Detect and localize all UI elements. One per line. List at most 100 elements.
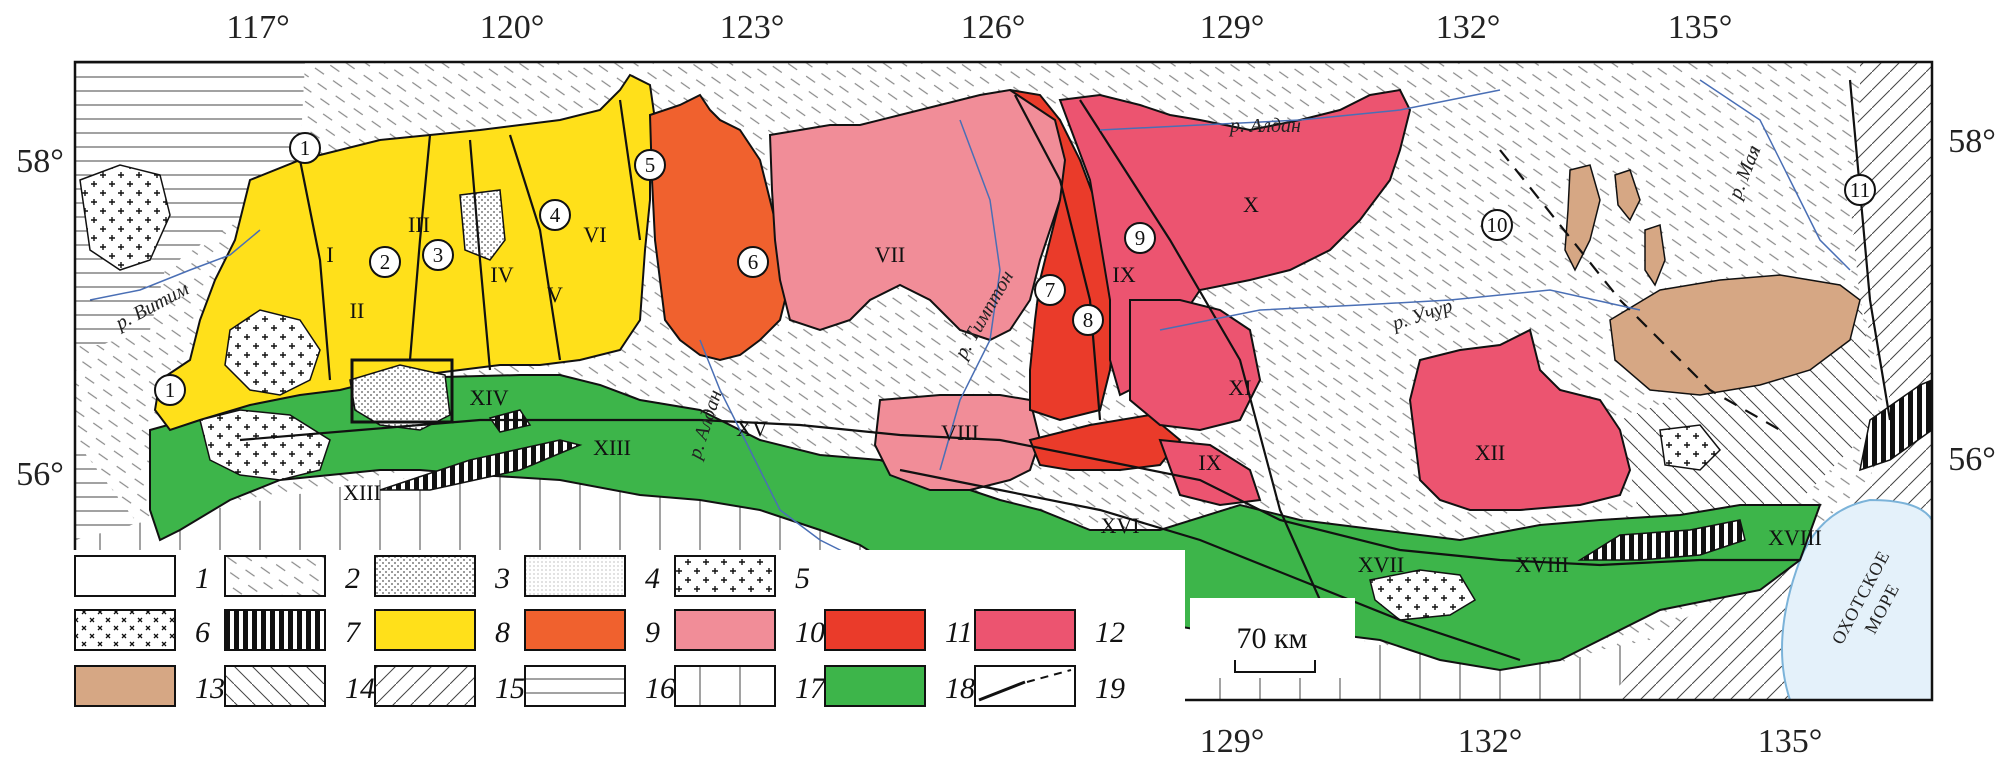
lat-tick-left: 56° bbox=[16, 456, 64, 493]
svg-text:1: 1 bbox=[300, 136, 311, 160]
lon-tick-top: 126° bbox=[961, 9, 1026, 46]
svg-text:3: 3 bbox=[494, 562, 510, 595]
legend-item: 18 bbox=[824, 665, 975, 707]
terrane-label: VI bbox=[583, 222, 606, 247]
svg-text:16: 16 bbox=[645, 672, 675, 705]
legend-item: 14 bbox=[224, 665, 375, 707]
legend-item: 8 bbox=[374, 609, 510, 651]
lat-tick-right: 56° bbox=[1948, 441, 1996, 478]
terrane-label: XIII bbox=[343, 480, 381, 505]
lon-tick-top: 123° bbox=[720, 9, 785, 46]
svg-text:5: 5 bbox=[645, 153, 656, 177]
svg-text:2: 2 bbox=[380, 250, 391, 274]
terrane-label: III bbox=[408, 212, 430, 237]
terrane-label: XVII bbox=[1358, 552, 1404, 577]
svg-text:14: 14 bbox=[345, 672, 375, 705]
svg-text:13: 13 bbox=[195, 672, 225, 705]
terrane-label: XVIII bbox=[1515, 552, 1569, 577]
lon-ticks-top: 117° 120° 123° 126° 129° 132° 135° bbox=[226, 9, 1732, 46]
lon-tick-top: 117° bbox=[226, 9, 289, 46]
scale-bar: 70 км bbox=[1190, 598, 1355, 678]
legend-item: 5 bbox=[674, 555, 810, 597]
svg-text:3: 3 bbox=[433, 243, 444, 267]
terrane-label: XII bbox=[1475, 440, 1506, 465]
scale-label: 70 км bbox=[1236, 622, 1307, 655]
circled-label: 1 bbox=[154, 374, 186, 406]
circled-label: 4 bbox=[539, 199, 571, 231]
svg-text:17: 17 bbox=[795, 672, 827, 705]
svg-text:7: 7 bbox=[345, 616, 362, 649]
terrane-label: II bbox=[350, 298, 365, 323]
svg-text:6: 6 bbox=[748, 250, 759, 274]
lat-ticks: 58° 56° 58° 56° bbox=[16, 123, 1996, 493]
lon-tick-bottom: 129° bbox=[1200, 723, 1265, 760]
terrane-label: XV bbox=[736, 416, 768, 441]
svg-text:1: 1 bbox=[195, 562, 210, 595]
legend-item: 10 bbox=[674, 609, 825, 651]
lon-tick-top: 135° bbox=[1668, 9, 1733, 46]
river-label: р. Алдан bbox=[1228, 115, 1301, 137]
inset-box bbox=[350, 358, 454, 424]
legend-item: 1 bbox=[74, 555, 210, 597]
svg-text:1: 1 bbox=[165, 378, 176, 402]
terrane-labels: I II III IV V VI VII VIII IX IX X XI XII… bbox=[326, 192, 1822, 577]
legend-item: 19 bbox=[974, 665, 1125, 707]
svg-text:8: 8 bbox=[1083, 308, 1094, 332]
circled-label: 5 bbox=[634, 149, 666, 181]
legend-item: 17 bbox=[674, 665, 827, 707]
svg-text:4: 4 bbox=[645, 562, 660, 595]
fault-lines bbox=[239, 79, 1892, 662]
legend-item: 7 bbox=[224, 609, 362, 651]
terrane-label: XVI bbox=[1100, 513, 1139, 538]
legend-item: 15 bbox=[374, 665, 525, 707]
rivers bbox=[89, 79, 1851, 561]
svg-text:6: 6 bbox=[195, 616, 210, 649]
legend-item: 12 bbox=[974, 609, 1125, 651]
terrane-label: XIII bbox=[593, 435, 631, 460]
lon-tick-bottom: 135° bbox=[1758, 723, 1823, 760]
lon-tick-bottom: 132° bbox=[1458, 723, 1523, 760]
terrane-label: VII bbox=[875, 242, 906, 267]
svg-text:10: 10 bbox=[795, 616, 825, 649]
lon-tick-top: 129° bbox=[1200, 9, 1265, 46]
circled-label: 3 bbox=[422, 239, 454, 271]
lat-tick-left: 58° bbox=[16, 143, 64, 180]
circled-label: 6 bbox=[737, 246, 769, 278]
svg-text:19: 19 bbox=[1095, 672, 1125, 705]
terrane-label: XIV bbox=[469, 385, 508, 410]
svg-text:12: 12 bbox=[1095, 616, 1125, 649]
legend-item: 6 bbox=[74, 609, 210, 651]
svg-text:11: 11 bbox=[945, 616, 973, 649]
legend-item: 9 bbox=[524, 609, 660, 651]
svg-text:4: 4 bbox=[550, 203, 561, 227]
svg-text:9: 9 bbox=[1135, 226, 1146, 250]
svg-text:18: 18 bbox=[945, 672, 975, 705]
legend-item: 11 bbox=[824, 609, 973, 651]
lon-tick-top: 120° bbox=[480, 9, 545, 46]
lon-tick-top: 132° bbox=[1436, 9, 1501, 46]
terrane-label: IX bbox=[1112, 262, 1135, 287]
lon-ticks-bottom: 129° 132° 135° bbox=[1200, 723, 1823, 760]
legend-item: 2 bbox=[224, 555, 360, 597]
svg-text:9: 9 bbox=[645, 616, 660, 649]
circled-label: 7 bbox=[1034, 274, 1066, 306]
terrane-polygons bbox=[79, 73, 1932, 672]
terrane-label: V bbox=[547, 282, 563, 307]
svg-text:5: 5 bbox=[795, 562, 810, 595]
circled-label: 2 bbox=[369, 246, 401, 278]
svg-text:10: 10 bbox=[1487, 213, 1508, 237]
svg-text:15: 15 bbox=[495, 672, 525, 705]
svg-text:8: 8 bbox=[495, 616, 510, 649]
svg-text:7: 7 bbox=[1045, 278, 1056, 302]
legend-item: 3 bbox=[374, 555, 510, 597]
circled-label: 11 bbox=[1844, 174, 1876, 206]
terrane-label: IX bbox=[1198, 450, 1221, 475]
terrane-label: I bbox=[326, 242, 333, 267]
circled-label: 8 bbox=[1072, 304, 1104, 336]
terrane-label: VIII bbox=[941, 420, 979, 445]
circled-label: 1 bbox=[289, 132, 321, 164]
terrane-label: IV bbox=[490, 262, 513, 287]
